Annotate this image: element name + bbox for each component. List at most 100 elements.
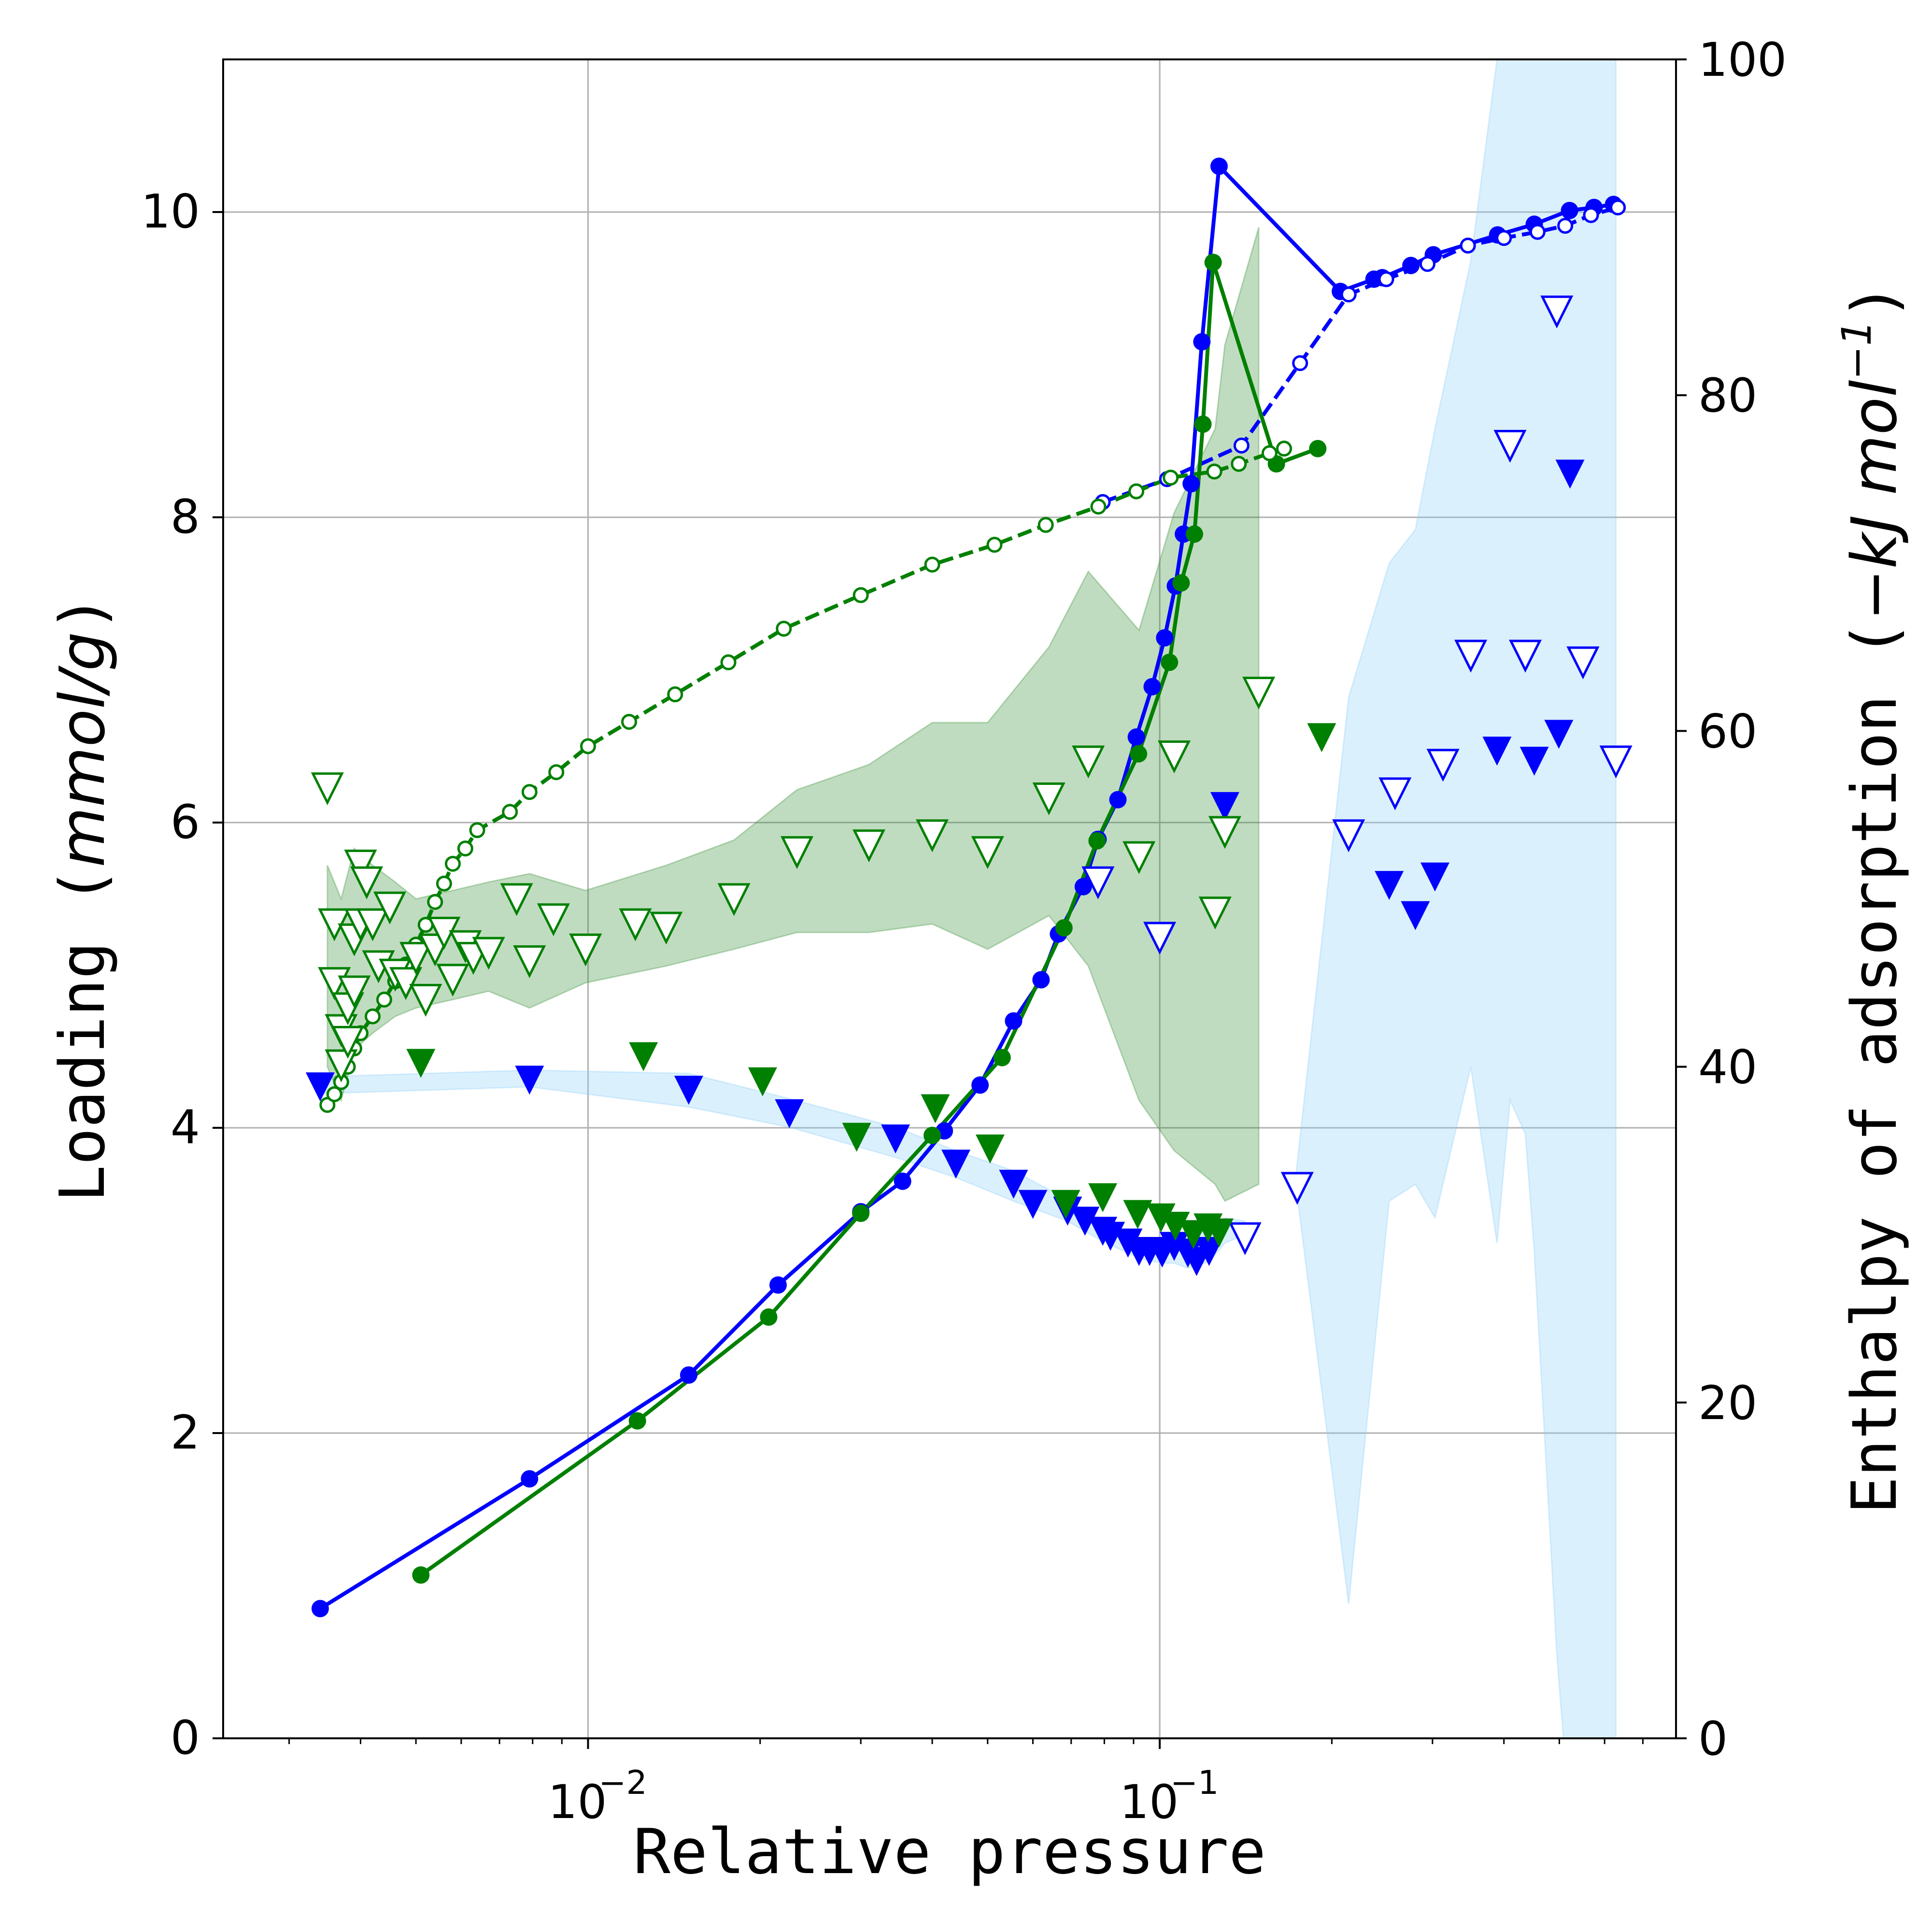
data-point [1210,792,1239,821]
data-point [1508,639,1542,673]
data-point [537,903,570,937]
y-axis-title-open: ( [47,867,119,905]
data-point [1032,782,1065,816]
y2-axis-title: Enthalpy of adsorption (−kJ mol−1) [1833,283,1911,1514]
data-point [1130,745,1148,763]
data-point [1088,1183,1118,1212]
data-point [373,891,407,924]
data-point [1018,1190,1048,1219]
data-point [444,855,461,872]
data-point [999,1169,1028,1199]
data-point [986,537,1003,553]
data-point [436,875,452,892]
data-point [680,1366,697,1384]
y2-tick-label: 80 [1698,369,1757,423]
data-point [1378,777,1412,810]
data-point [924,556,940,573]
data-point [1276,440,1293,457]
y2-tick-label: 100 [1698,33,1787,87]
data-point [894,1172,911,1190]
data-point [1204,254,1222,271]
data-point [1161,1211,1190,1241]
data-point [971,836,1004,869]
data-point [344,849,377,883]
data-point [1127,728,1145,746]
data-point [923,1126,941,1144]
data-point [1242,676,1276,710]
data-point [1081,866,1115,899]
data-point [1520,746,1549,776]
data-point [1555,459,1585,489]
data-point [1194,1236,1224,1266]
data-point [1156,629,1174,647]
data-point [1122,841,1156,874]
data-point [1074,878,1092,895]
uncertainty-band [327,227,1260,1202]
data-point [720,654,737,670]
y-axis-title-close: ) [47,595,119,632]
data-point [1198,896,1232,930]
x-tick-label: 10 [1120,1775,1179,1829]
x-tick-label-exponent: −1 [1170,1764,1219,1802]
data-point [409,984,442,1017]
data-point [1210,157,1228,175]
data-point [521,784,538,800]
data-point [852,1204,870,1222]
data-point [311,772,344,806]
data-point [1482,737,1512,766]
y2-axis-title-unit: −kJ mol [1839,380,1911,621]
data-point [427,894,443,910]
data-point [1228,1222,1262,1255]
y-tick-label: 0 [170,1711,200,1765]
data-point [1005,1012,1023,1030]
data-point [628,1412,646,1430]
data-point [717,883,751,916]
data-point [1309,440,1327,457]
data-point [457,840,473,857]
data-point [1454,639,1488,673]
data-point [338,975,371,1009]
x-axis-title: Relative pressure [633,1816,1266,1888]
data-point [1157,740,1191,774]
y2-tick-label: 0 [1698,1712,1728,1766]
data-point [1123,1200,1152,1229]
data-point [1088,832,1106,850]
plot-frame [222,58,1677,1739]
y2-axis-title-exponent: −1 [1833,320,1880,380]
grid [223,59,1676,1739]
data-point [1402,256,1420,274]
data-point [1143,922,1177,955]
data-point [1231,455,1247,472]
data-point [521,1470,539,1488]
data-point [513,945,546,979]
data-point [1182,475,1200,493]
data-point [319,1097,336,1113]
y2-tick-label: 20 [1698,1376,1757,1430]
y-tick-label: 6 [170,795,200,849]
data-point [975,1134,1005,1164]
data-point [515,1065,544,1095]
data-point [1206,463,1222,480]
data-point [500,883,533,916]
data-point [993,1049,1011,1066]
data-point [1233,437,1250,454]
data-point [769,1276,787,1294]
data-point [1128,483,1145,499]
y-tick-label: 8 [170,490,200,544]
data-point [406,1049,436,1078]
data-point [1583,207,1599,223]
data-point [376,992,392,1008]
y-axis-title-unit: mmol/g [47,632,119,867]
data-point [412,1566,430,1584]
data-point [1172,574,1190,592]
data-point [1280,1172,1314,1205]
data-point [619,908,652,941]
data-point [760,1308,778,1326]
data-point [775,1099,804,1128]
y-tick-label: 4 [170,1100,200,1154]
data-point [916,819,949,852]
data-point [311,1600,329,1618]
data-point [580,738,596,754]
